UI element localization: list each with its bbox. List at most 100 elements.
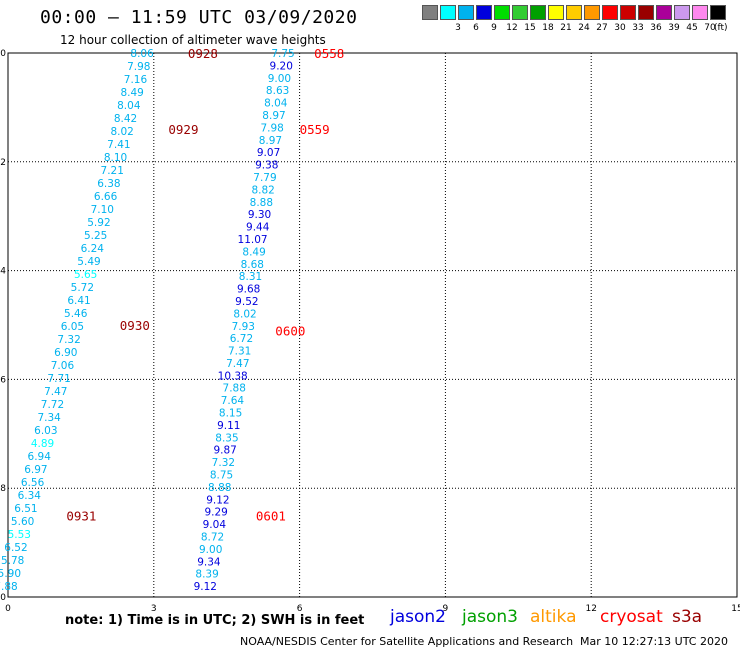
legend-label: 33 [632,23,644,33]
wave-height-value: 7.32 [212,457,235,469]
legend-label: 15 [524,23,536,33]
x-tick-label: 6 [297,604,303,614]
wave-height-value: 7.47 [226,358,249,370]
mission-label-cryosat: cryosat [600,607,663,627]
legend-label: 45 [686,23,698,33]
wave-height-value: 8.15 [219,408,242,420]
wave-height-value: 8.04 [264,98,288,110]
wave-height-value: 7.32 [57,334,80,346]
wave-height-value: 8.31 [239,271,262,283]
wave-height-value: 8.39 [195,569,218,581]
wave-height-value: 6.05 [61,321,84,333]
legend-label: 30 [614,23,626,33]
legend-swatch [458,5,474,20]
wave-height-value: 6.41 [67,295,90,307]
pass-time-label: 0600 [275,323,305,338]
wave-height-value: 8.42 [114,113,137,125]
wave-height-value: 9.34 [197,556,221,568]
wave-height-value: 8.49 [242,246,265,258]
legend-label: 3 [455,23,461,33]
wave-height-value: 5.53 [8,529,31,541]
legend-swatch [656,5,672,20]
wave-height-value: 7.34 [37,412,61,424]
wave-height-value: 8.88 [208,482,231,494]
wave-height-value: 9.11 [217,420,240,432]
legend-label: 18 [542,23,554,33]
wave-height-value: 5.92 [87,217,110,229]
wave-height-value: 5.78 [1,555,24,567]
wave-height-value: 8.82 [251,184,274,196]
wave-height-value: 9.52 [235,296,258,308]
legend-swatch [602,5,618,20]
x-tick-label: 0 [5,604,11,614]
wave-height-value: 8.06 [130,48,154,60]
mission-label-jason3: jason3 [462,607,518,627]
wave-height-value: 8.97 [259,135,282,147]
pass-time-label: 0931 [66,508,96,523]
wave-height-value: 8.63 [266,85,289,97]
credit-line: NOAA/NESDIS Center for Satellite Applica… [240,635,574,648]
legend-swatch [494,5,510,20]
wave-height-value: 6.72 [230,333,253,345]
legend-label: 6 [473,23,479,33]
wave-height-value: 5.25 [84,230,107,242]
legend-swatch [512,5,528,20]
y-tick-label: -32 [0,158,6,168]
wave-height-value: 7.93 [232,321,255,333]
wave-height-value: 9.04 [203,519,227,531]
wave-height-value: 7.98 [127,61,150,73]
wave-height-value: 8.02 [110,126,133,138]
wave-height-value: 6.03 [34,425,57,437]
wave-height-value: 9.20 [270,60,293,72]
legend-unit: (ft) [714,23,728,33]
wave-height-value: 8.35 [215,432,238,444]
pass-time-label: 0929 [168,122,198,137]
legend-swatch [692,5,708,20]
wave-height-value: 7.79 [253,172,276,184]
wave-height-value: 8.49 [120,87,143,99]
y-tick-label: -30 [0,49,6,59]
wave-height-value: 7.10 [91,204,114,216]
wave-height-value: 5.65 [74,269,97,281]
legend-label: 12 [506,23,518,33]
wave-height-value: 10.38 [218,370,248,382]
legend-label: 70 [704,23,716,33]
legend-label: 21 [560,23,572,33]
legend-swatch [440,5,456,20]
wave-height-value: 5.46 [64,308,88,320]
legend-swatch [710,5,726,20]
wave-height-value: 6.38 [97,178,120,190]
y-tick-label: -38 [0,484,6,494]
pass-time-label: 0601 [256,508,286,523]
mission-label-s3a: s3a [672,607,703,627]
x-tick-label: 12 [585,604,596,614]
wave-height-value: 7.06 [51,360,75,372]
wave-height-value: 6.24 [81,243,105,255]
legend-swatch [530,5,546,20]
wave-height-value: 8.88 [250,197,273,209]
wave-height-value: 6.51 [14,503,37,515]
generated-timestamp: Mar 10 12:27:13 UTC 2020 [580,635,728,648]
wave-height-value: 8.75 [210,470,233,482]
wave-height-value: 11.07 [238,234,268,246]
wave-height-value: 6.34 [18,490,42,502]
wave-height-value: 9.12 [206,494,229,506]
legend-swatch [566,5,582,20]
wave-height-value: 7.72 [41,399,64,411]
wave-height-value: 8.02 [233,308,256,320]
pass-time-label: 0930 [120,318,150,333]
map-subtitle: 12 hour collection of altimeter wave hei… [60,33,326,47]
plot-frame [7,52,738,598]
wave-height-value: 7.88 [223,383,246,395]
legend-label: 24 [578,23,590,33]
legend-label: 36 [650,23,662,33]
x-tick-label: 3 [151,604,157,614]
wave-height-value: 9.00 [268,73,291,85]
pass-time-label: 0558 [314,46,344,61]
wave-height-value: 8.68 [241,259,264,271]
legend-swatch [674,5,690,20]
wave-height-value: 7.75 [271,48,294,60]
legend-swatch [584,5,600,20]
wave-height-value: 7.98 [260,122,283,134]
